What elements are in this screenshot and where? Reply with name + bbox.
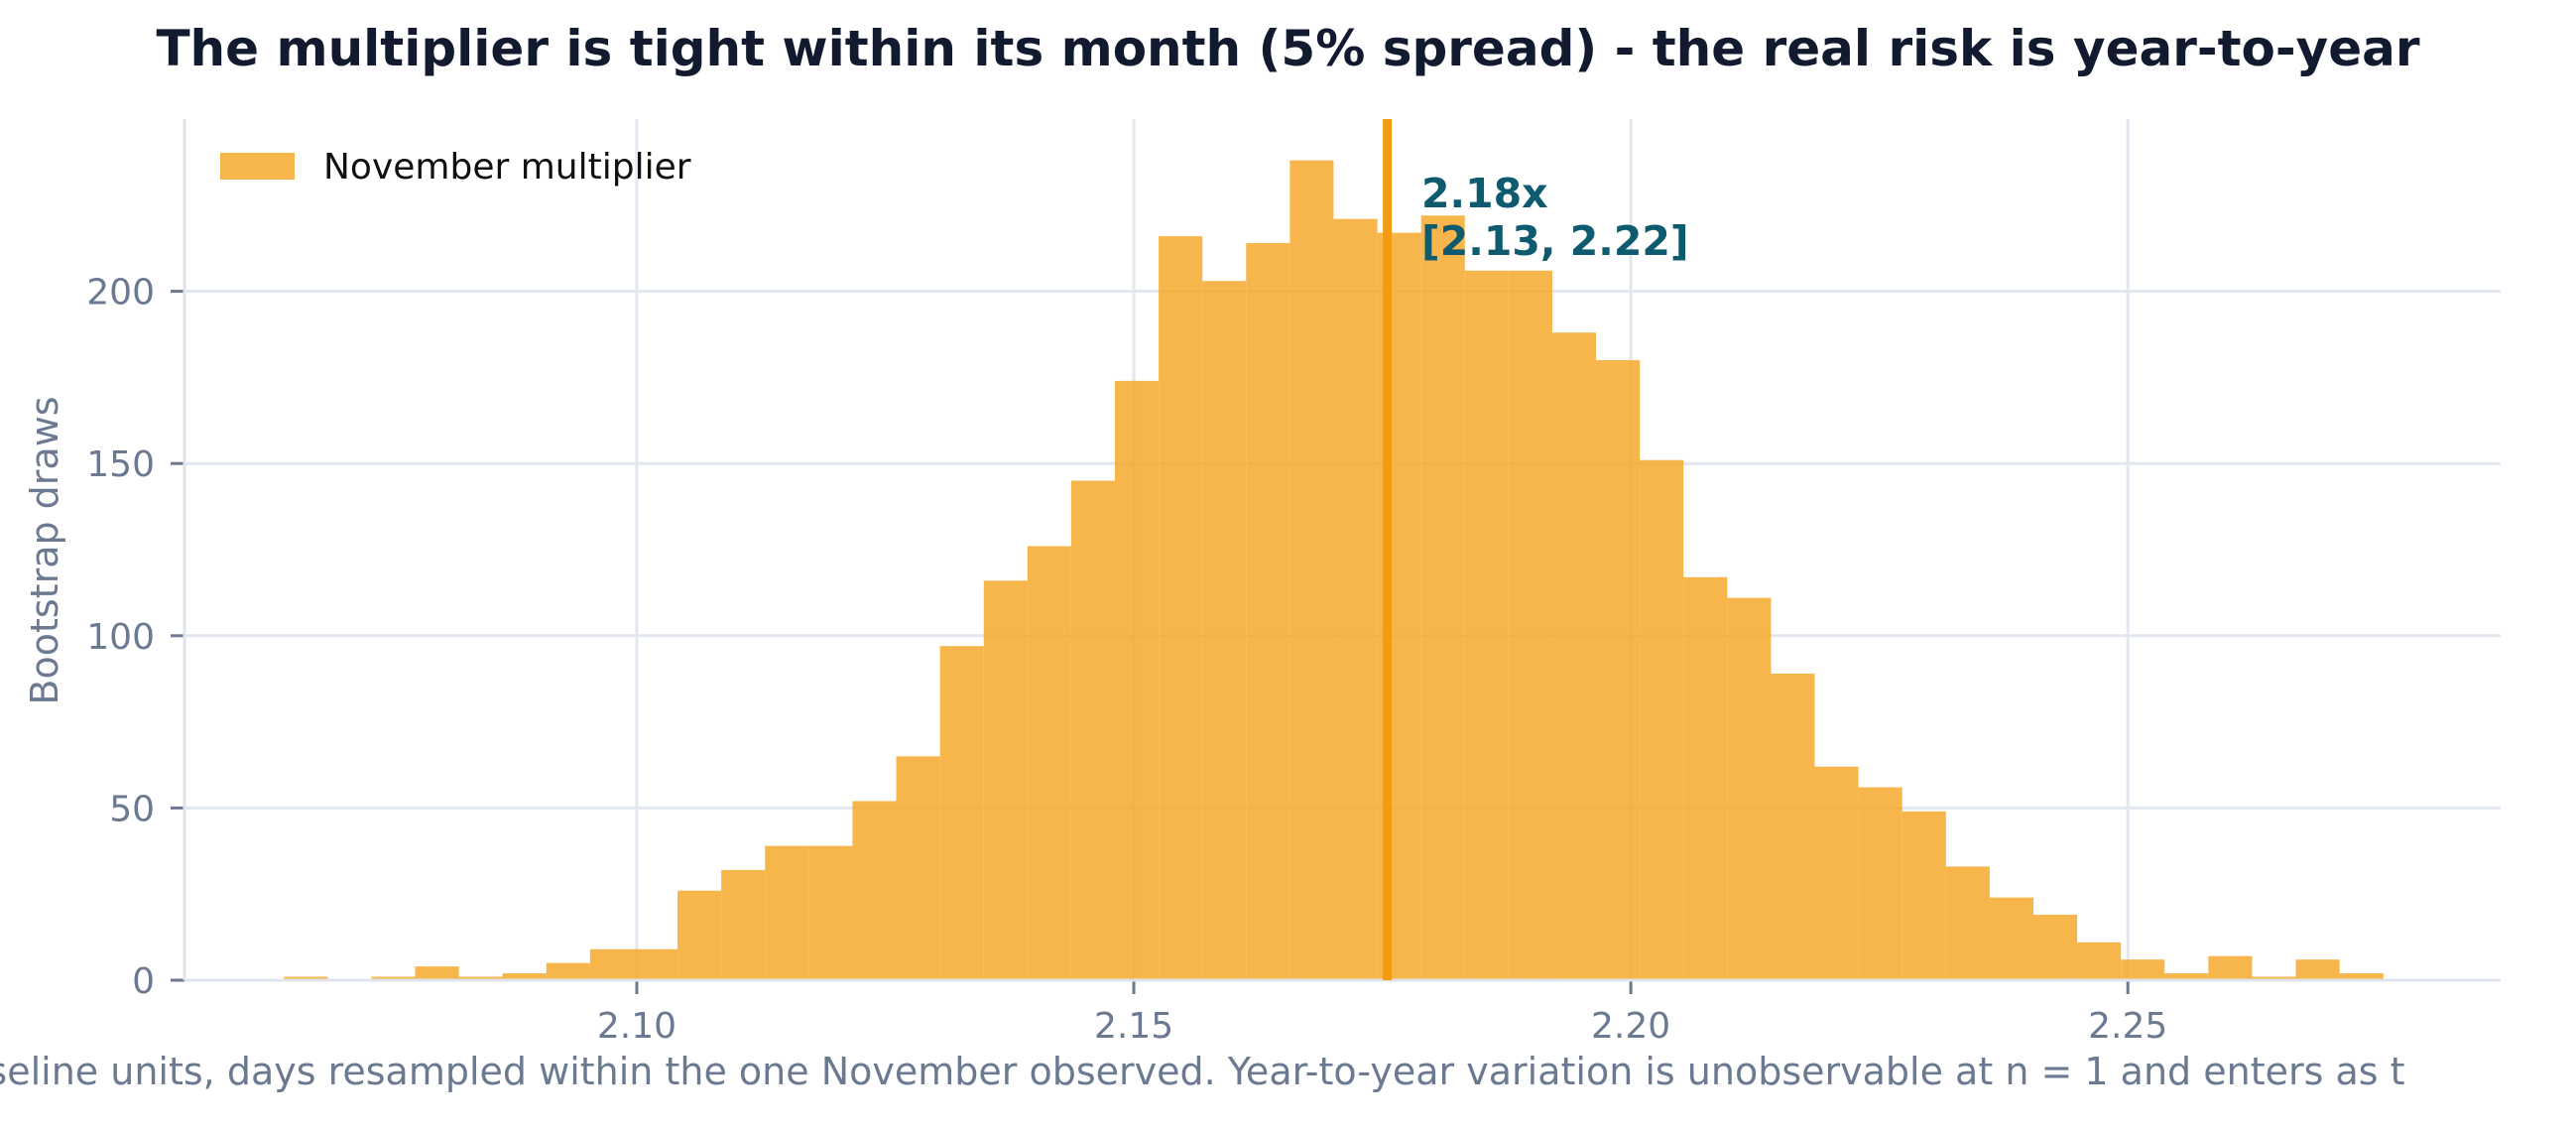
chart-caption: baseline units, days resampled within th… [0,1050,2576,1093]
histogram-bar [1464,270,1509,980]
histogram-bar [1945,866,1990,980]
histogram-bar [2339,973,2384,980]
histogram-bar [546,962,590,980]
histogram-bar [1596,360,1641,980]
y-tick-label: 200 [86,273,155,314]
y-axis-label: Bootstrap draws [23,396,66,704]
histogram-bar [371,976,416,980]
histogram-bar [1727,597,1772,980]
histogram-bar [765,845,809,980]
histogram-bar [1420,215,1465,980]
y-tick-label: 150 [86,444,155,485]
caption-text: baseline units, days resampled within th… [0,1050,2405,1093]
y-tick-label: 50 [109,789,155,829]
histogram-bar [1901,811,1946,980]
histogram-bar [1333,218,1378,981]
x-tick-label: 2.10 [597,1006,676,1047]
histogram-bar [852,801,897,980]
histogram-bar [1640,459,1684,980]
histogram-bar [896,756,940,980]
histogram-bar [1858,787,1902,980]
x-tick-label: 2.20 [1591,1006,1670,1047]
histogram-bar [939,646,984,980]
histogram-bars [284,160,2384,981]
histogram-bar [1202,281,1247,981]
histogram-bar [589,948,634,980]
histogram-bar [721,869,766,980]
histogram-bar [458,976,503,980]
histogram-bar [808,845,853,980]
x-tick-label: 2.15 [1094,1006,1173,1047]
x-tick-label: 2.25 [2088,1006,2167,1047]
histogram-bar [2252,976,2296,980]
histogram-bar [1508,270,1552,980]
histogram-bar [1289,160,1334,980]
histogram-bar [2077,942,2122,980]
chart-title: The multiplier is tight within its month… [156,20,2420,77]
median-value-label: 2.18x [1421,170,1548,217]
axes [171,119,2501,994]
histogram-bar [2032,915,2078,980]
histogram-bar [2121,959,2165,980]
y-tick-label: 100 [86,617,155,658]
histogram-bar [1771,673,1815,980]
histogram-bar [502,973,547,980]
histogram-bar [1159,236,1203,981]
histogram-bar [415,966,459,980]
tick-labels: 0 50 100 150 200 2.10 2.15 2.20 2.25 [86,273,2167,1047]
histogram-bar [284,976,328,980]
legend-label: November multiplier [323,147,691,188]
legend-swatch [220,153,295,180]
y-tick-label: 0 [132,961,155,1002]
histogram-bar [2208,955,2253,980]
histogram-bar [1070,480,1116,980]
histogram-bar [2295,959,2340,980]
histogram-bar [633,948,678,980]
legend: November multiplier [220,147,691,188]
histogram-bar [1551,332,1597,980]
histogram-bar [983,580,1028,980]
histogram-bar [1246,242,1290,980]
histogram-bar [1683,576,1728,980]
histogram-bar [1814,766,1859,980]
confidence-interval-label: [2.13, 2.22] [1421,217,1689,265]
histogram-bar [1027,546,1071,980]
histogram-bar [1115,380,1160,980]
histogram-bar [2164,973,2209,980]
histogram-bar [677,890,722,980]
histogram-bar [1989,897,2033,980]
